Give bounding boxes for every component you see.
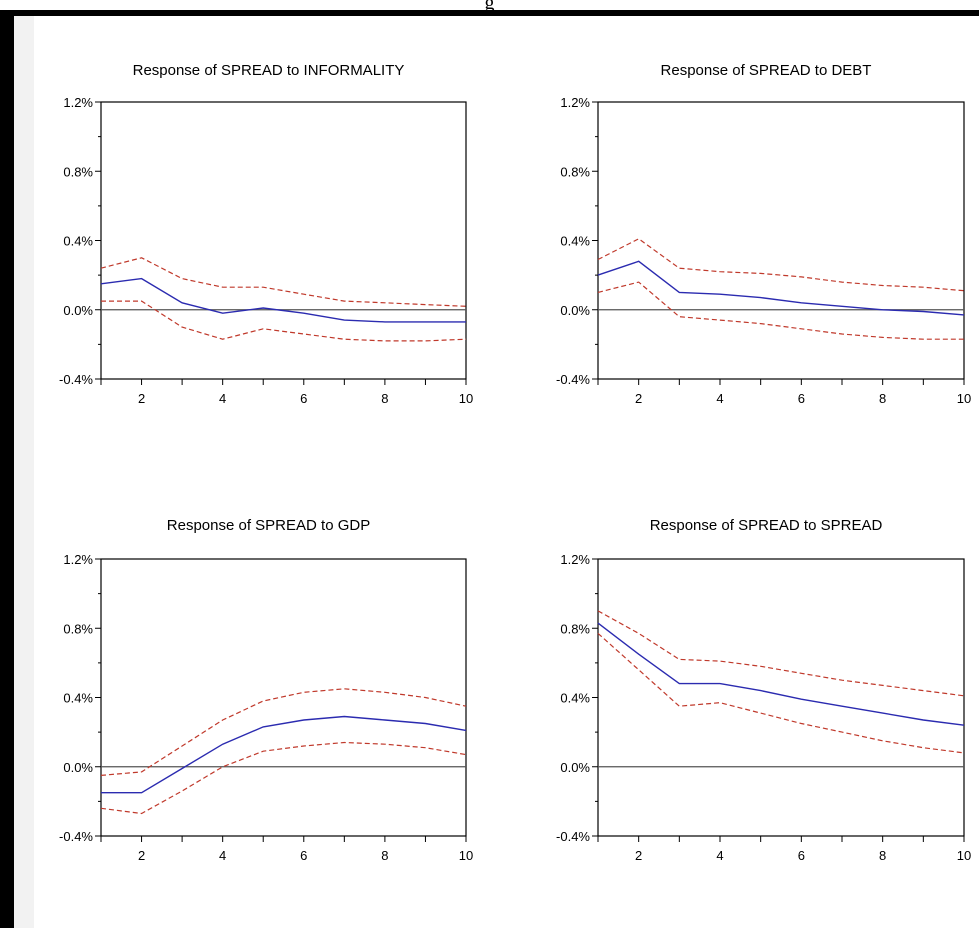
x-tick-label: 8: [381, 848, 388, 863]
confidence-band-lower: [597, 281, 964, 340]
x-tick-label: 4: [716, 848, 723, 863]
y-tick-label: 0.8%: [560, 621, 590, 636]
x-tick-label: 2: [635, 391, 642, 406]
chart-panel-3: Response of SPREAD to GDP 1.2% 0.8% 0.4% 0.0…: [59, 517, 473, 863]
y-tick-label: 0.8%: [63, 621, 93, 636]
confidence-band-upper: [100, 257, 467, 307]
x-tick-label: 4: [219, 391, 226, 406]
frame-border-left: [0, 10, 14, 928]
impulse-response-line: [101, 715, 467, 794]
y-tick-label: -0.4%: [59, 829, 93, 844]
confidence-band-upper: [597, 238, 965, 292]
plot-frame: [100, 101, 467, 380]
x-tick-label: 8: [879, 848, 886, 863]
x-tick-label: 6: [300, 391, 307, 406]
chart-panel-2: Response of SPREAD to DEBT 1.2% 0.8% 0.4% 0.…: [556, 62, 971, 406]
confidence-band-lower: [597, 632, 965, 754]
impulse-response-line: [597, 260, 965, 316]
x-tick-label: 10: [459, 391, 473, 406]
x-tick-label: 6: [798, 391, 805, 406]
plot-frame: [597, 101, 965, 380]
y-tick-label: 1.2%: [63, 552, 93, 567]
chart-panel-1: Response of SPREAD to INFORMALITY 1.2% 0.8…: [59, 62, 473, 406]
chart-panel-4: Response of SPREAD to SPREAD 1.2% 0.8% 0.4%…: [556, 517, 971, 863]
frame-inner-margin: [14, 16, 34, 928]
x-tick-label: 10: [459, 848, 473, 863]
y-tick-label: 1.2%: [560, 95, 590, 110]
y-tick-label: 0.4%: [63, 691, 93, 706]
y-tick-label: 1.2%: [560, 552, 590, 567]
x-tick-label: 4: [716, 391, 723, 406]
y-tick-label: -0.4%: [59, 372, 93, 387]
x-tick-label: 8: [879, 391, 886, 406]
impulse-response-line: [100, 277, 466, 323]
frame-border-top: [0, 10, 979, 16]
confidence-band-lower: [100, 741, 467, 815]
x-tick-label: 4: [219, 848, 226, 863]
chart-title: Response of SPREAD to DEBT: [661, 62, 872, 79]
x-tick-label: 2: [138, 391, 145, 406]
y-tick-label: 0.8%: [560, 164, 590, 179]
chart-title: Response of SPREAD to INFORMALITY: [133, 62, 405, 79]
y-tick-label: 1.2%: [63, 95, 93, 110]
page-title-fragment: g: [484, 0, 495, 14]
x-tick-label: 6: [798, 848, 805, 863]
y-tick-label: 0.0%: [63, 760, 93, 775]
chart-title: Response of SPREAD to SPREAD: [650, 517, 883, 534]
y-tick-label: 0.4%: [560, 691, 590, 706]
x-tick-label: 2: [635, 848, 642, 863]
y-tick-label: -0.4%: [556, 829, 590, 844]
x-tick-label: 10: [957, 391, 971, 406]
plot-frame: [597, 558, 965, 837]
x-tick-label: 8: [381, 391, 388, 406]
y-tick-label: 0.4%: [560, 234, 590, 249]
x-tick-label: 6: [300, 848, 307, 863]
confidence-band-upper: [597, 610, 965, 697]
confidence-band-upper: [100, 688, 467, 776]
plot-frame: [100, 558, 467, 837]
y-tick-label: 0.4%: [63, 234, 93, 249]
y-tick-label: -0.4%: [556, 372, 590, 387]
chart-title: Response of SPREAD to GDP: [167, 517, 370, 534]
confidence-band-lower: [101, 300, 467, 342]
y-tick-label: 0.0%: [560, 303, 590, 318]
y-tick-label: 0.8%: [63, 164, 93, 179]
impulse-response-line: [597, 622, 965, 726]
y-tick-label: 0.0%: [560, 760, 590, 775]
x-tick-label: 10: [957, 848, 971, 863]
y-tick-label: 0.0%: [63, 303, 93, 318]
x-tick-label: 2: [138, 848, 145, 863]
